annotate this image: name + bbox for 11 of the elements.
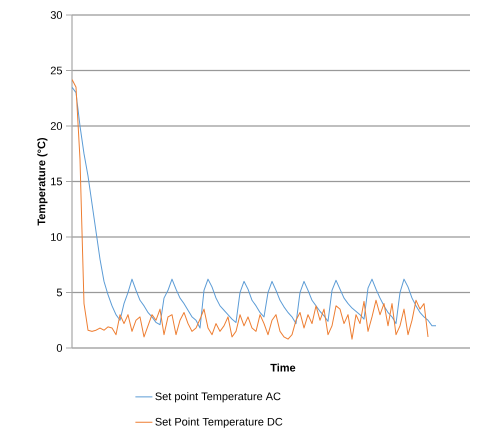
legend-label: Set point Temperature AC <box>155 392 281 402</box>
y-tick-label: 30 <box>50 11 62 19</box>
y-tick-label: 20 <box>50 122 62 130</box>
y-tick-label: 10 <box>51 233 62 241</box>
y-axis-title: Temperature (°C) <box>37 138 48 226</box>
x-axis-title: Time <box>270 364 296 372</box>
y-tick-label: 25 <box>50 66 62 74</box>
y-tick-label: 0 <box>56 344 62 352</box>
legend-label: Set Point Temperature DC <box>155 418 282 428</box>
y-tick-label: 15 <box>51 178 62 186</box>
y-tick-label: 5 <box>56 288 62 296</box>
